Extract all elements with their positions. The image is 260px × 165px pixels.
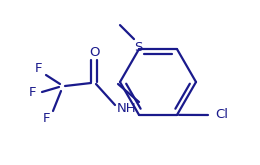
Text: F: F	[34, 62, 42, 75]
Text: Cl: Cl	[216, 109, 229, 121]
Text: NH: NH	[117, 101, 137, 115]
Text: F: F	[28, 85, 36, 99]
Text: F: F	[43, 112, 51, 125]
Text: O: O	[89, 46, 99, 59]
Text: S: S	[134, 41, 142, 54]
